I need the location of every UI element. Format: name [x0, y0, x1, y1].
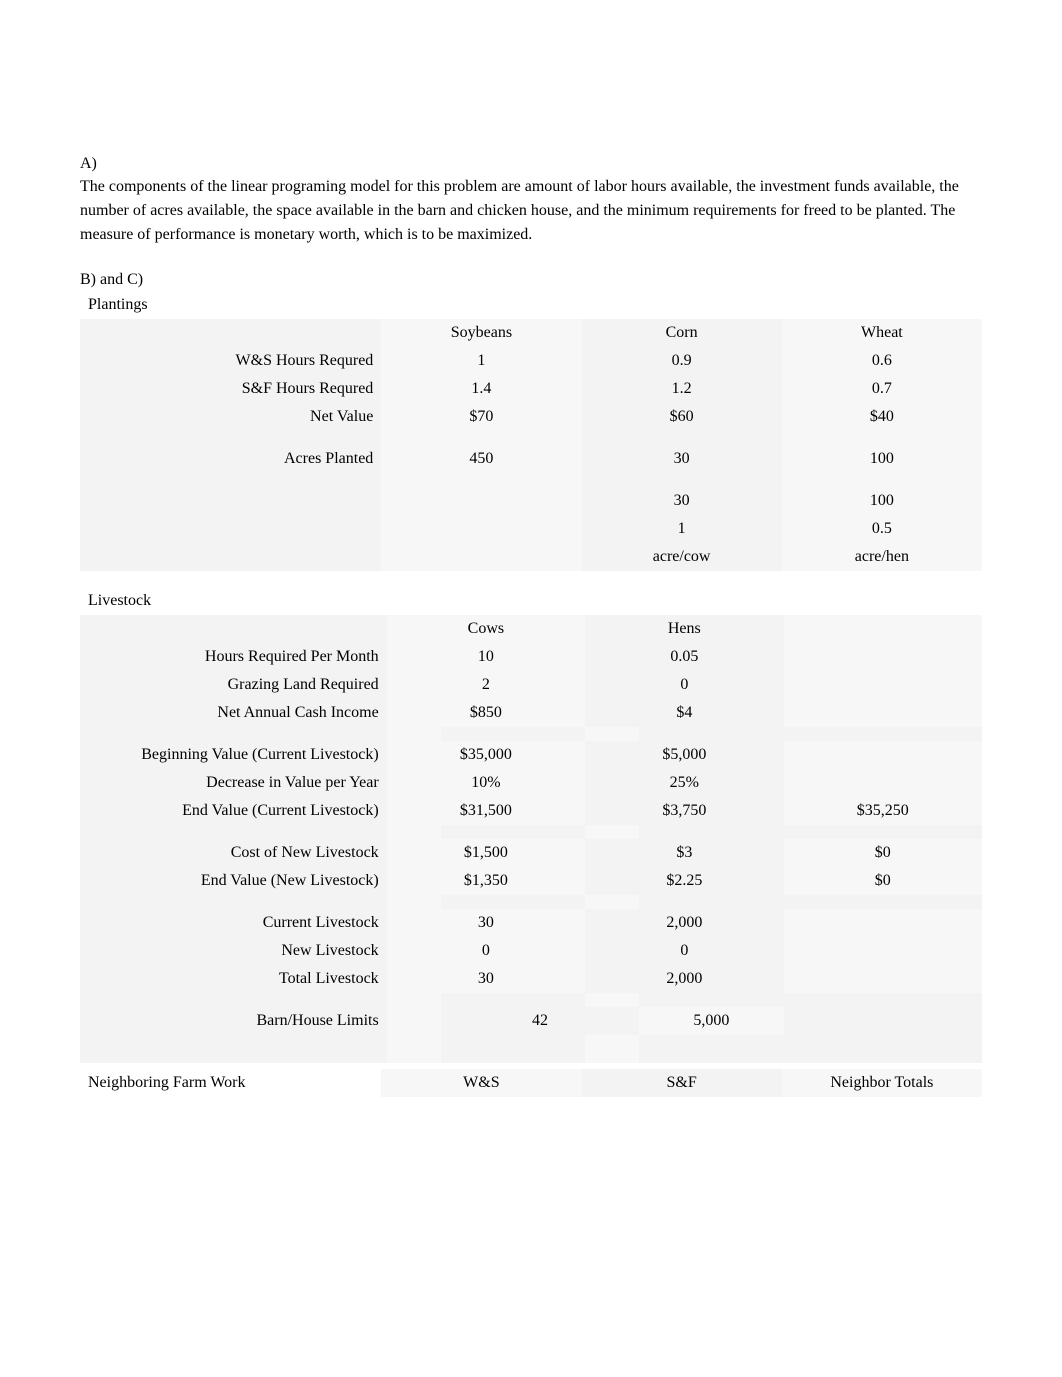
cell: $70 [381, 403, 581, 431]
plantings-table: Plantings Soybeans Corn Wheat W&S Hours … [80, 291, 982, 571]
cell [784, 909, 982, 937]
cell: acre/cow [582, 543, 782, 571]
cell: 0.5 [782, 515, 982, 543]
row-label: End Value (Current Livestock) [80, 797, 387, 825]
cell: 2,000 [585, 965, 783, 993]
neighbor-header: Neighbor Totals [782, 1069, 982, 1097]
neighbor-table: Neighboring Farm Work W&S S&F Neighbor T… [80, 1069, 982, 1097]
cell: 30 [387, 965, 585, 993]
livestock-header: Cows [387, 615, 585, 643]
plantings-header: Soybeans [381, 319, 581, 347]
cell: 25% [585, 769, 783, 797]
cell: 100 [782, 445, 982, 473]
row-label: Cost of New Livestock [80, 839, 387, 867]
row-label: S&F Hours Requred [80, 375, 381, 403]
part-bc-label: B) and C) [80, 271, 982, 289]
row-label: Grazing Land Required [80, 671, 387, 699]
row-label: W&S Hours Requred [80, 347, 381, 375]
cell [784, 965, 982, 993]
neighbor-header: W&S [381, 1069, 581, 1097]
row-label: Acres Planted [80, 445, 381, 473]
cell: $35,000 [387, 741, 585, 769]
cell: 0 [585, 671, 783, 699]
cell: $31,500 [387, 797, 585, 825]
cell [784, 699, 982, 727]
cell: 100 [782, 487, 982, 515]
row-label: Total Livestock [80, 965, 387, 993]
row-label: New Livestock [80, 937, 387, 965]
cell: 30 [582, 445, 782, 473]
part-a-label: A) [80, 155, 982, 173]
cell: 0.6 [782, 347, 982, 375]
cell: 1.2 [582, 375, 782, 403]
cell [784, 769, 982, 797]
cell [784, 1007, 982, 1035]
cell: 2 [387, 671, 585, 699]
cell: $1,500 [387, 839, 585, 867]
cell: 30 [387, 909, 585, 937]
livestock-table: Livestock Cows Hens Hours Required Per M… [80, 587, 982, 1063]
cell: $3 [585, 839, 783, 867]
cell: $3,750 [585, 797, 783, 825]
row-label: Current Livestock [80, 909, 387, 937]
plantings-title: Plantings [80, 291, 381, 319]
cell [784, 937, 982, 965]
neighbor-title: Neighboring Farm Work [80, 1069, 381, 1097]
cell [381, 515, 581, 543]
cell: 0.05 [585, 643, 783, 671]
row-label: Decrease in Value per Year [80, 769, 387, 797]
cell: $1,350 [387, 867, 585, 895]
cell: $40 [782, 403, 982, 431]
cell: 1.4 [381, 375, 581, 403]
neighbor-header: S&F [582, 1069, 782, 1097]
cell: 42 [441, 1007, 639, 1035]
cell: $60 [582, 403, 782, 431]
cell: 1 [582, 515, 782, 543]
cell: $0 [784, 867, 982, 895]
cell [381, 543, 581, 571]
cell: $35,250 [784, 797, 982, 825]
cell [784, 643, 982, 671]
cell [784, 671, 982, 699]
cell: 10% [387, 769, 585, 797]
cell: 10 [387, 643, 585, 671]
cell: 0 [585, 937, 783, 965]
row-label: Hours Required Per Month [80, 643, 387, 671]
cell: $0 [784, 839, 982, 867]
row-label: Net Annual Cash Income [80, 699, 387, 727]
row-label: Barn/House Limits [80, 1007, 387, 1035]
cell: $850 [387, 699, 585, 727]
cell: $5,000 [585, 741, 783, 769]
cell: 5,000 [639, 1007, 783, 1035]
cell: 0 [387, 937, 585, 965]
row-label: End Value (New Livestock) [80, 867, 387, 895]
cell [784, 741, 982, 769]
cell: 450 [381, 445, 581, 473]
cell: acre/hen [782, 543, 982, 571]
livestock-header: Hens [585, 615, 783, 643]
cell: 2,000 [585, 909, 783, 937]
livestock-title: Livestock [80, 587, 387, 615]
row-label: Beginning Value (Current Livestock) [80, 741, 387, 769]
cell: 30 [582, 487, 782, 515]
cell: $2.25 [585, 867, 783, 895]
cell: 1 [381, 347, 581, 375]
part-a-text: The components of the linear programing … [80, 175, 982, 247]
row-label: Net Value [80, 403, 381, 431]
cell: $4 [585, 699, 783, 727]
plantings-header: Wheat [782, 319, 982, 347]
cell: 0.7 [782, 375, 982, 403]
cell [381, 487, 581, 515]
cell: 0.9 [582, 347, 782, 375]
plantings-header: Corn [582, 319, 782, 347]
